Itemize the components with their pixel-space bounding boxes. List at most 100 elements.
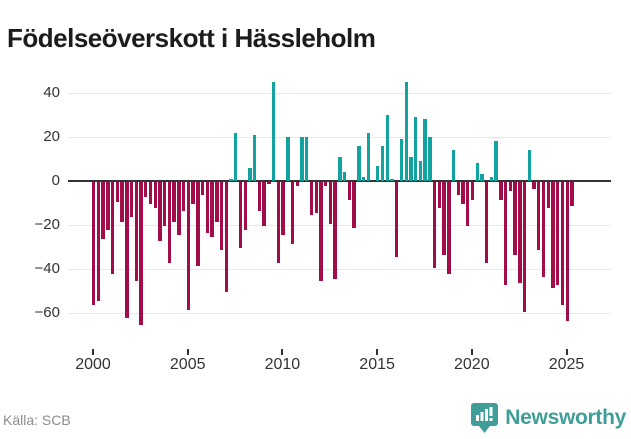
x-axis-label: 2020 (454, 356, 490, 373)
bar-2019-Q4 (466, 182, 470, 226)
bar-2013-Q3 (347, 182, 352, 200)
bar-2006-Q1 (205, 182, 210, 233)
x-axis-tick (565, 349, 568, 355)
bar-2009-Q3 (271, 82, 276, 181)
bar-2016-Q1 (395, 182, 399, 257)
bar-2000-Q3 (101, 182, 105, 240)
bar-2018-Q3 (442, 182, 446, 255)
bar-2024-Q1 (546, 182, 550, 209)
x-axis-label: 2025 (548, 356, 585, 373)
bar-2002-Q4 (144, 182, 148, 198)
bar-2016-Q2 (399, 139, 404, 181)
bar-2017-Q1 (413, 117, 418, 181)
bar-2001-Q3 (120, 182, 124, 222)
bar-2010-Q4 (295, 182, 299, 187)
bar-2012-Q2 (324, 182, 328, 187)
bar-2013-Q4 (352, 182, 356, 229)
bar-2011-Q4 (314, 182, 318, 213)
y-axis-label: 20 (43, 128, 60, 145)
bar-2002-Q2 (134, 182, 138, 281)
bar-2006-Q3 (215, 182, 219, 222)
x-axis-label: 2010 (264, 356, 301, 373)
bar-2010-Q3 (290, 182, 295, 244)
x-axis-tick (92, 349, 94, 355)
bar-2008-Q1 (243, 182, 247, 231)
bar-2023-Q4 (541, 182, 546, 277)
bar-2004-Q4 (181, 182, 186, 211)
bar-2009-Q2 (267, 182, 271, 185)
bar-2015-Q1 (376, 165, 380, 181)
bar-2002-Q1 (129, 182, 134, 218)
bar-2002-Q3 (139, 182, 143, 325)
bar-2021-Q3 (499, 182, 503, 200)
bar-2020-Q3 (480, 174, 484, 181)
bar-2018-Q1 (432, 182, 437, 268)
bar-2017-Q4 (428, 137, 432, 181)
gridline (68, 269, 611, 270)
bar-2000-Q2 (96, 182, 101, 301)
bar-2025-Q2 (570, 182, 574, 207)
bar-2013-Q1 (338, 156, 342, 181)
bar-2012-Q3 (328, 182, 333, 224)
bar-2014-Q2 (361, 176, 366, 181)
x-axis-tick (376, 349, 379, 355)
bar-2007-Q2 (229, 178, 233, 181)
newsworthy-bar-chart-bubble-icon (470, 402, 499, 434)
bar-2023-Q3 (537, 182, 541, 251)
bar-2014-Q1 (357, 145, 361, 181)
bar-2015-Q4 (390, 178, 394, 181)
bar-2011-Q1 (300, 137, 304, 181)
bar-2014-Q3 (366, 132, 371, 181)
bar-2003-Q4 (163, 182, 167, 226)
newsworthy-logo: Newsworthy (470, 402, 626, 434)
bar-2024-Q3 (556, 182, 560, 286)
x-axis-label: 2000 (75, 356, 111, 373)
bar-2005-Q4 (200, 182, 205, 196)
bar-2004-Q3 (177, 182, 181, 235)
source-label: Källa: SCB (3, 412, 71, 428)
bar-2024-Q2 (551, 182, 555, 288)
y-axis-label: −40 (34, 260, 60, 277)
bar-2022-Q2 (513, 182, 517, 255)
bar-2004-Q2 (172, 182, 176, 222)
bar-2005-Q3 (196, 182, 200, 266)
bar-2005-Q1 (186, 182, 191, 310)
bar-2003-Q1 (148, 182, 153, 204)
bar-2008-Q3 (252, 134, 257, 181)
y-axis-label: 40 (43, 84, 60, 101)
x-axis-tick (470, 349, 473, 355)
y-axis-label: −20 (34, 216, 60, 233)
bar-2010-Q1 (281, 182, 285, 235)
bar-2020-Q1 (470, 182, 475, 200)
bar-2009-Q1 (262, 182, 266, 226)
bar-2006-Q2 (210, 182, 214, 237)
bar-2019-Q3 (461, 182, 465, 204)
bar-2007-Q1 (224, 182, 228, 292)
gridline (68, 93, 611, 94)
bar-2024-Q4 (560, 182, 565, 306)
bar-2019-Q1 (451, 150, 456, 181)
bar-2021-Q4 (503, 182, 508, 286)
bar-2015-Q2 (380, 145, 385, 181)
x-axis-label: 2015 (359, 356, 395, 373)
bar-2017-Q3 (423, 119, 427, 181)
gridline (68, 137, 611, 138)
bar-2025-Q1 (565, 182, 569, 321)
zero-line (68, 180, 611, 182)
page-title: Födelseöverskott i Hässleholm (7, 23, 376, 54)
bar-2006-Q4 (219, 182, 224, 251)
bar-2019-Q2 (456, 182, 460, 196)
bar-2007-Q4 (238, 182, 243, 248)
bar-2016-Q3 (404, 82, 408, 181)
gridline (68, 225, 611, 226)
bar-2001-Q4 (125, 182, 129, 319)
bar-2003-Q2 (153, 182, 157, 209)
bar-2011-Q2 (305, 137, 309, 181)
bar-2017-Q2 (418, 161, 423, 181)
bar-2011-Q3 (309, 182, 314, 215)
bar-2020-Q4 (485, 182, 489, 264)
newsworthy-wordmark: Newsworthy (505, 406, 626, 429)
bar-2001-Q2 (115, 182, 120, 202)
bar-2005-Q2 (191, 182, 195, 204)
